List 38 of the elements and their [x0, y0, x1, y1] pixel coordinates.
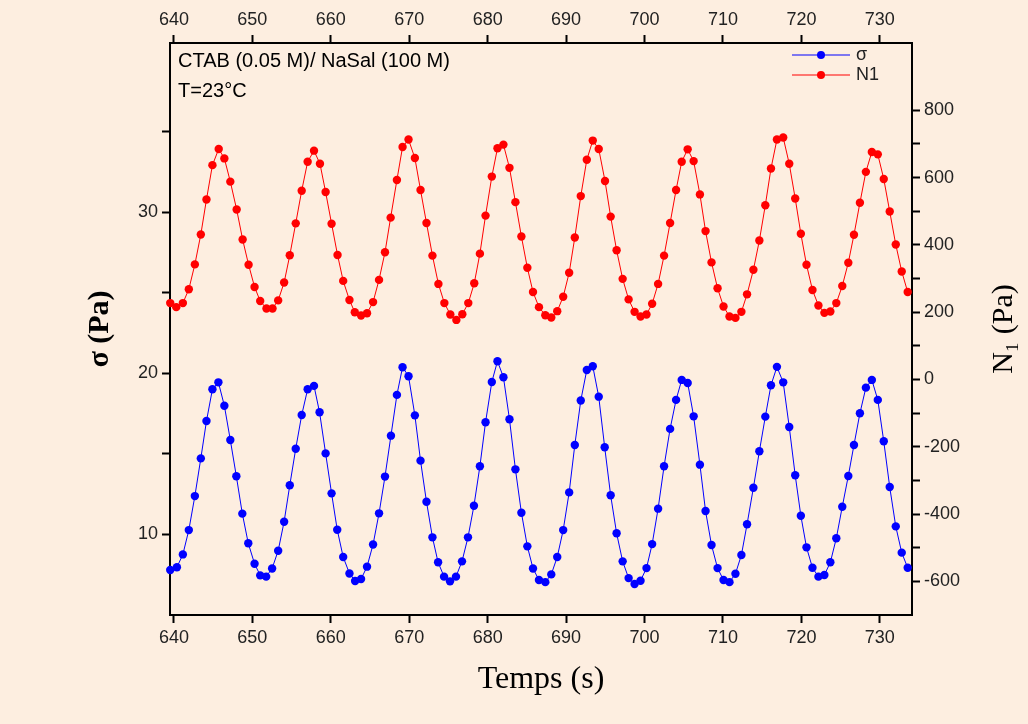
x2-tick-label: 690 — [551, 9, 582, 30]
legend-label: σ — [856, 43, 868, 64]
x-tick-label: 640 — [158, 626, 189, 647]
x-tick-label: 720 — [786, 626, 817, 647]
y2-tick-label: 400 — [924, 233, 955, 254]
x2-tick-label: 710 — [707, 9, 738, 30]
x-tick-label: 730 — [864, 626, 895, 647]
x-tick-label: 710 — [707, 626, 738, 647]
x-tick-label: 680 — [472, 626, 503, 647]
x2-tick-label: 670 — [394, 9, 425, 30]
y-tick-label: 20 — [137, 362, 158, 383]
x2-tick-label: 700 — [629, 9, 660, 30]
annotation: T=23°C — [178, 78, 247, 101]
y2-tick-label: -400 — [924, 503, 961, 524]
legend-label: N1 — [856, 63, 880, 84]
y2-axis-title: N₁ (Pa) — [984, 284, 1019, 374]
y2-tick-label: 600 — [924, 166, 955, 187]
y2-tick-label: -600 — [924, 570, 961, 591]
x2-tick-label: 650 — [237, 9, 268, 30]
y-tick-label: 30 — [137, 201, 158, 222]
x-tick-label: 660 — [315, 626, 346, 647]
y-axis-title: σ (Pa) — [80, 290, 115, 368]
x2-tick-label: 680 — [472, 9, 503, 30]
x2-tick-label: 660 — [315, 9, 346, 30]
y2-tick-label: 200 — [924, 301, 955, 322]
y-tick-label: 10 — [137, 523, 158, 544]
x2-tick-label: 640 — [158, 9, 189, 30]
x-axis-title: Temps (s) — [477, 659, 605, 696]
y2-tick-label: -200 — [924, 435, 961, 456]
x-tick-label: 650 — [237, 626, 268, 647]
x-tick-label: 670 — [394, 626, 425, 647]
annotation: CTAB (0.05 M)/ NaSal (100 M) — [178, 48, 450, 71]
x-tick-label: 690 — [551, 626, 582, 647]
x2-tick-label: 720 — [786, 9, 817, 30]
y2-tick-label: 0 — [924, 368, 935, 389]
y2-tick-label: 800 — [924, 99, 955, 120]
x-tick-label: 700 — [629, 626, 660, 647]
x2-tick-label: 730 — [864, 9, 895, 30]
